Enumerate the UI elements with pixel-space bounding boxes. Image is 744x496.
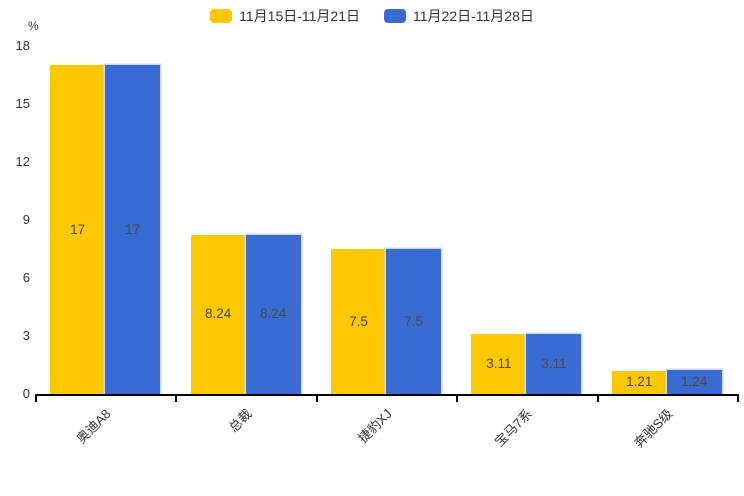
y-tick-label: 9 [22,212,30,227]
legend-swatch-period1 [210,9,233,23]
legend: 11月15日-11月21日 11月22日-11月28日 [0,6,744,26]
legend-item-period2[interactable]: 11月22日-11月28日 [384,6,534,26]
bar-period1-奥迪A8[interactable]: 17 [50,65,106,394]
y-axis-unit-label: % [28,19,39,33]
x-axis-tick [35,396,37,402]
x-category-label-奔驰S级: 奔驰S级 [631,406,676,451]
y-tick-label: 0 [22,386,30,401]
x-axis-tick [175,396,178,402]
bar-value-label: 1.21 [626,374,653,390]
bar-period1-捷豹XJ[interactable]: 7.5 [331,249,386,394]
legend-label-period2: 11月22日-11月28日 [413,8,534,24]
y-tick-label: 3 [22,328,30,343]
x-axis-tick [456,396,459,402]
x-axis-tick [315,396,318,402]
y-tick-label: 15 [15,96,30,111]
bar-period1-宝马7系[interactable]: 3.11 [471,333,527,394]
bar-value-label: 3.11 [486,355,512,371]
x-category-label-总裁: 总裁 [225,406,255,436]
legend-item-period1[interactable]: 11月15日-11月21日 [210,6,360,26]
x-category-label-奥迪A8: 奥迪A8 [73,406,114,447]
bar-period2-宝马7系[interactable]: 3.11 [526,333,582,394]
bar-period2-奔驰S级[interactable]: 1.24 [666,370,722,394]
bar-period2-总裁[interactable]: 8.24 [245,234,301,394]
bar-period1-奔驰S级[interactable]: 1.21 [611,370,667,394]
x-axis-line [35,394,739,396]
legend-swatch-period2 [384,9,406,23]
x-axis-tick [596,396,599,402]
x-axis-tick [737,396,739,402]
y-tick-label: 12 [15,154,30,169]
bar-value-label: 8.24 [259,306,287,322]
x-category-label-捷豹XJ: 捷豹XJ [355,406,395,446]
bar-period2-奥迪A8[interactable]: 17 [105,65,161,394]
y-tick-label: 6 [22,270,30,285]
bar-value-label: 7.5 [404,313,423,329]
bar-value-label: 17 [70,221,86,237]
bar-value-label: 7.5 [349,313,368,329]
bar-period2-捷豹XJ[interactable]: 7.5 [386,249,441,394]
x-category-label-宝马7系: 宝马7系 [491,406,536,450]
y-tick-label: 18 [15,38,30,53]
bar-value-label: 17 [125,221,141,237]
legend-label-period1: 11月15日-11月21日 [239,8,360,24]
bar-value-label: 3.11 [541,355,567,371]
bar-value-label: 1.24 [681,374,708,389]
bar-period1-总裁[interactable]: 8.24 [190,234,246,394]
bar-value-label: 8.24 [204,306,232,322]
